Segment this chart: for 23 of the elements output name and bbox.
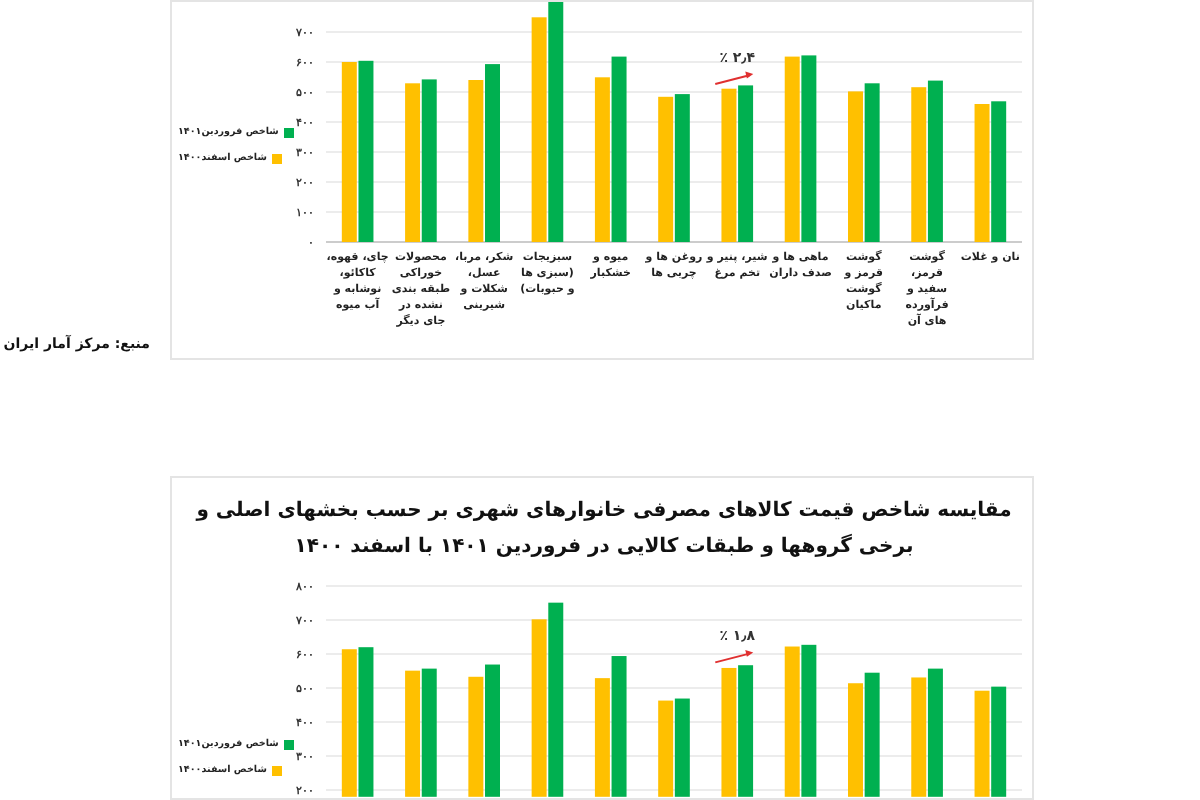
bar bbox=[485, 64, 500, 242]
bar bbox=[531, 17, 547, 242]
bar bbox=[864, 83, 880, 242]
bar bbox=[358, 60, 374, 242]
bar bbox=[611, 56, 627, 242]
bar bbox=[658, 96, 674, 242]
bar bbox=[927, 80, 943, 242]
bar bbox=[674, 94, 690, 242]
bar bbox=[974, 104, 990, 242]
bar bbox=[405, 83, 421, 242]
bar bbox=[548, 2, 564, 242]
bar bbox=[911, 87, 927, 242]
bar bbox=[721, 88, 737, 242]
bar bbox=[801, 55, 817, 242]
bar bbox=[341, 62, 357, 242]
bar bbox=[594, 77, 610, 242]
bar bbox=[421, 79, 437, 242]
bar bbox=[991, 101, 1007, 242]
bar bbox=[848, 91, 863, 242]
chart-title: مقایسه شاخص قیمت کالاهای مصرفی خانوارهای شهری بر حسب بخشهای اصلی و برخی گروهها و طبقات کالایی در فروردین ۱۴۰۱ با اسفند ۱۴۰۰ bbox=[193, 498, 1014, 562]
bar bbox=[784, 56, 800, 242]
bar bbox=[738, 85, 754, 242]
bar bbox=[468, 80, 484, 242]
